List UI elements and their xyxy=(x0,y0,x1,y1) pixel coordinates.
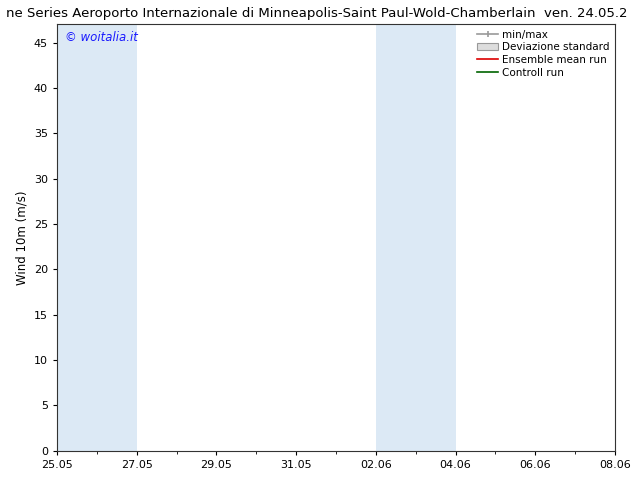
Y-axis label: Wind 10m (m/s): Wind 10m (m/s) xyxy=(15,191,29,285)
Text: © woitalia.it: © woitalia.it xyxy=(65,31,138,44)
Bar xyxy=(376,24,456,451)
Text: ne Series Aeroporto Internazionale di Minneapolis-Saint Paul-Wold-Chamberlain: ne Series Aeroporto Internazionale di Mi… xyxy=(6,7,536,21)
Text: ven. 24.05.2: ven. 24.05.2 xyxy=(544,7,628,21)
Bar xyxy=(615,24,634,451)
Bar xyxy=(57,24,137,451)
Legend: min/max, Deviazione standard, Ensemble mean run, Controll run: min/max, Deviazione standard, Ensemble m… xyxy=(476,27,612,79)
